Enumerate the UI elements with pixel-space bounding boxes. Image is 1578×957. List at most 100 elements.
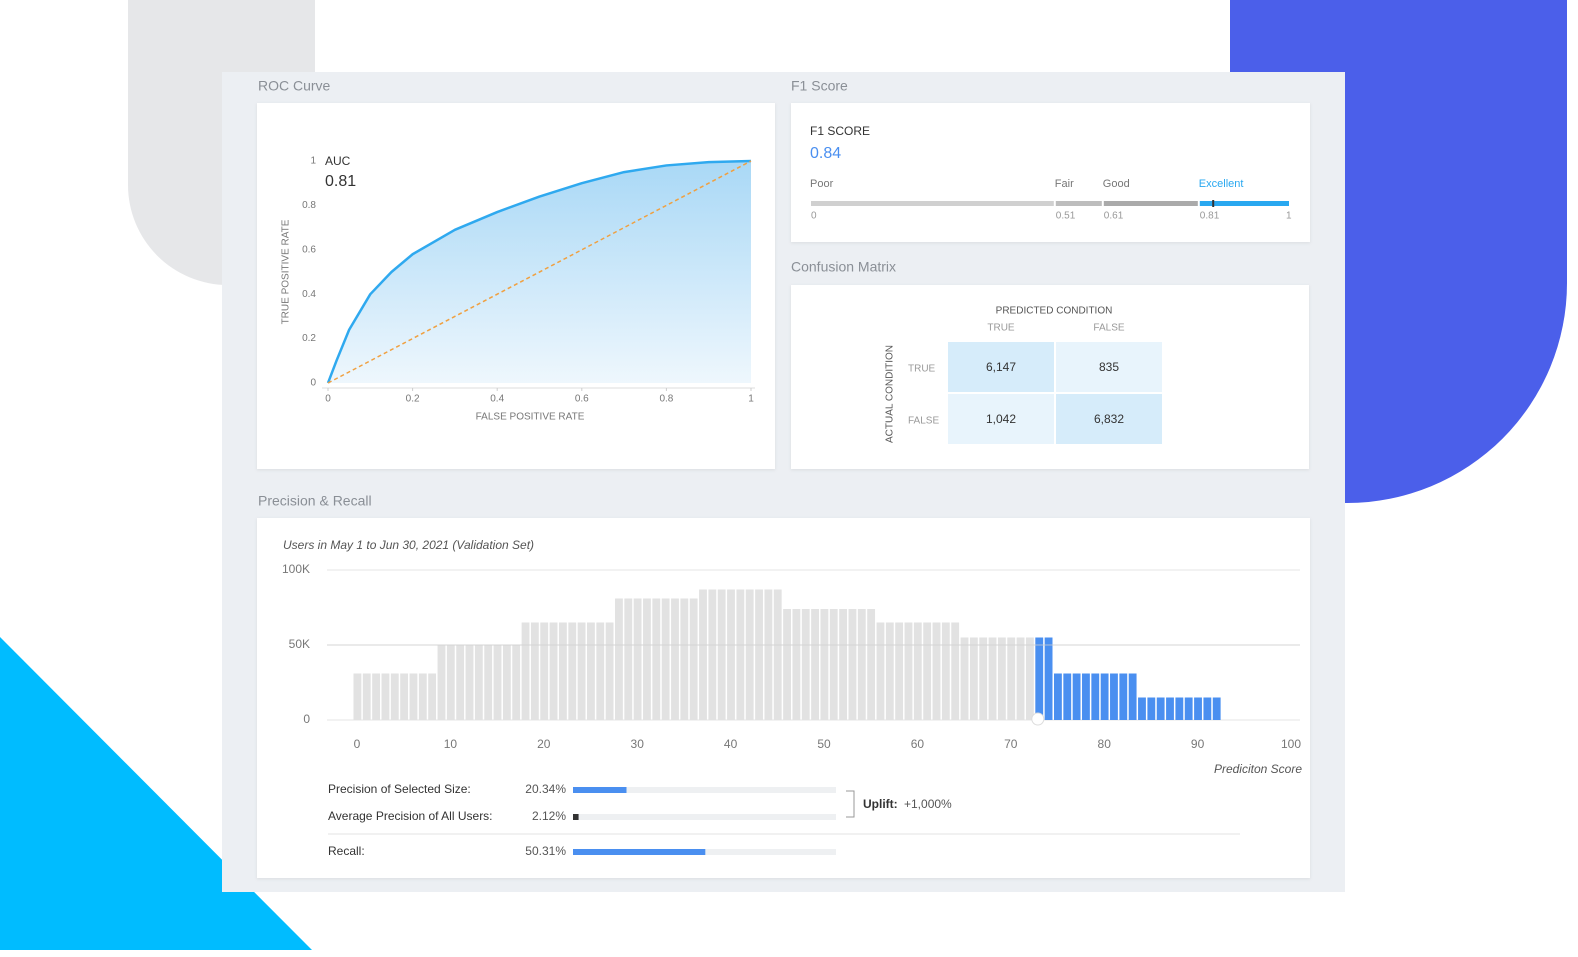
bar <box>1035 637 1044 720</box>
auc-value: 0.81 <box>325 173 356 190</box>
bar <box>1100 673 1109 720</box>
bar <box>605 622 614 720</box>
bar <box>484 645 493 720</box>
bar <box>1044 637 1053 720</box>
bar <box>671 598 679 720</box>
bar <box>372 673 381 720</box>
bar <box>1016 637 1025 720</box>
bar <box>951 622 960 720</box>
bar <box>615 598 623 720</box>
bar <box>727 589 735 720</box>
bar <box>1166 697 1174 720</box>
threshold-handle <box>1031 712 1045 726</box>
bar <box>960 637 969 720</box>
x-tick-label: 0.8 <box>659 394 673 405</box>
roc-curve <box>326 159 752 384</box>
x-tick-label: 90 <box>1191 737 1205 751</box>
f1-segment <box>1199 201 1289 206</box>
bar <box>932 622 941 720</box>
metric-track <box>573 787 836 793</box>
bar <box>1156 697 1165 720</box>
bar <box>904 622 913 720</box>
bar <box>661 598 670 720</box>
x-tick-label: 10 <box>444 737 458 751</box>
bar <box>643 598 651 720</box>
bar <box>736 589 745 720</box>
x-tick-label: 70 <box>1004 737 1018 751</box>
bar <box>1138 697 1146 720</box>
bar <box>558 622 567 720</box>
bar <box>456 645 465 720</box>
cm-value: 835 <box>1099 360 1119 374</box>
x-tick-label: 0.2 <box>406 394 420 405</box>
f1-label: F1 SCORE <box>810 124 870 138</box>
f1-tick-label: 0.51 <box>1056 211 1076 222</box>
bar <box>699 589 707 720</box>
y-tick-label: 0.2 <box>302 333 316 344</box>
f1-segment <box>1103 201 1198 206</box>
bar <box>381 673 390 720</box>
bar <box>867 609 876 720</box>
bar <box>745 589 754 720</box>
f1-score: 0.84 <box>810 145 841 162</box>
x-tick-label: 30 <box>631 737 645 751</box>
x-tick-label: 0 <box>325 394 331 405</box>
x-tick-label: 0.4 <box>490 394 504 405</box>
metric-value: 2.12% <box>532 809 566 823</box>
bar <box>428 673 437 720</box>
y-tick-label: 0 <box>303 712 310 726</box>
bar <box>1119 673 1128 720</box>
x-tick-label: 1 <box>748 394 754 405</box>
x-tick-label: 0.6 <box>575 394 589 405</box>
y-tick-label: 1 <box>310 156 316 167</box>
metric-bar <box>573 849 706 855</box>
bar <box>801 609 810 720</box>
bar <box>493 645 502 720</box>
cm-value: 6,832 <box>1094 412 1124 426</box>
bar <box>717 589 726 720</box>
section-title: F1 Score <box>791 78 848 94</box>
cm-col-label: TRUE <box>987 323 1015 334</box>
uplift-label: Uplift: <box>863 797 898 811</box>
bar <box>540 622 549 720</box>
bar <box>474 645 483 720</box>
bar <box>885 622 894 720</box>
bar <box>652 598 661 720</box>
cm-col-label: FALSE <box>1093 323 1124 334</box>
f1-tick-label: 1 <box>1286 211 1292 222</box>
bar <box>857 609 866 720</box>
bar <box>1091 673 1100 720</box>
bar <box>979 637 988 720</box>
bracket <box>846 790 855 818</box>
cm-row-label: TRUE <box>908 364 936 375</box>
cm-title: PREDICTED CONDITION <box>996 306 1113 317</box>
bar <box>708 589 717 720</box>
bar <box>1063 673 1072 720</box>
cm-cell <box>1056 342 1162 392</box>
cm-row-title: ACTUAL CONDITION <box>885 345 896 443</box>
f1-segment <box>811 201 1054 206</box>
bar <box>969 637 978 720</box>
bar <box>689 598 698 720</box>
metric-bar <box>573 787 627 793</box>
cm-cell <box>948 342 1054 392</box>
x-tick-label: 50 <box>817 737 831 751</box>
bar <box>390 673 399 720</box>
bar <box>596 622 605 720</box>
bar <box>465 645 474 720</box>
x-tick-label: 100 <box>1281 737 1301 751</box>
f1-segment <box>1055 201 1102 206</box>
f1-tick-label: 0.81 <box>1200 211 1220 222</box>
bar <box>1025 637 1034 720</box>
x-axis-label: FALSE POSITIVE RATE <box>476 412 585 423</box>
bar <box>764 589 773 720</box>
bar <box>811 609 819 720</box>
bar <box>839 609 848 720</box>
baseline-diagonal <box>327 160 752 384</box>
bar <box>792 609 801 720</box>
f1-card <box>791 103 1310 242</box>
metric-track <box>573 814 836 820</box>
metric-value: 20.34% <box>525 782 566 796</box>
section-title: Confusion Matrix <box>791 259 896 275</box>
